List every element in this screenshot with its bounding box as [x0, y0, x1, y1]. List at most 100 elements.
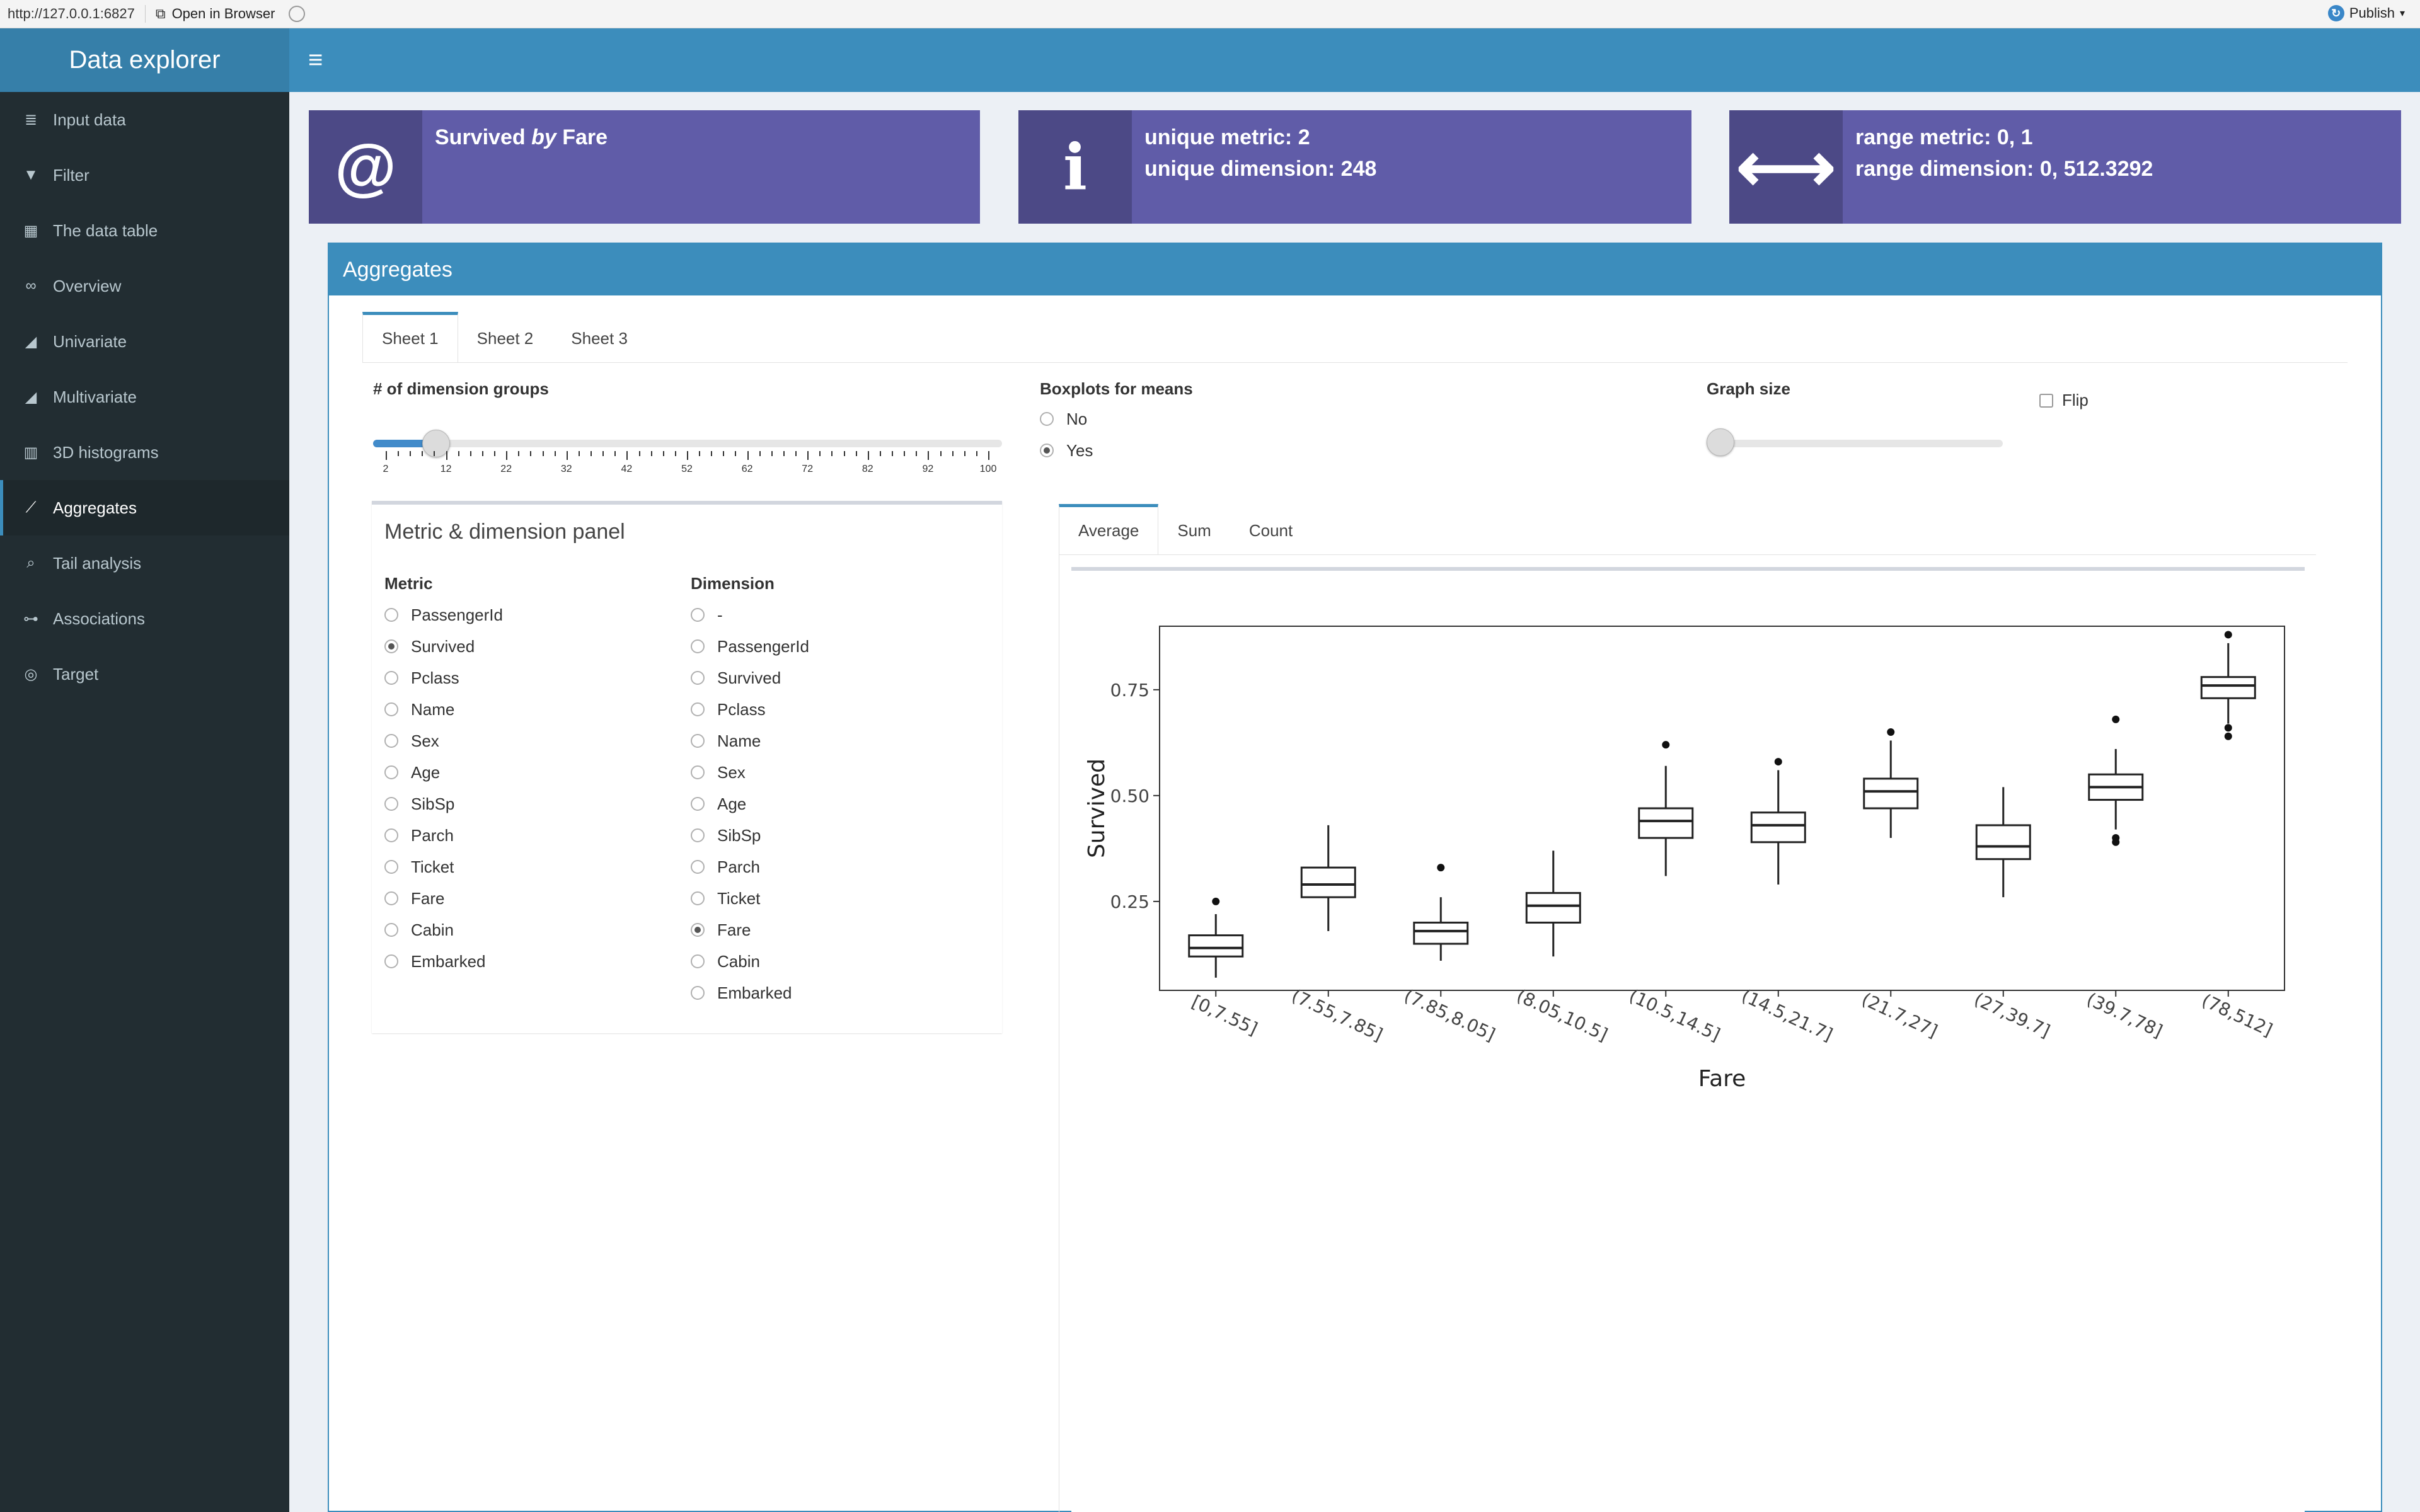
sidebar-item-the-data-table[interactable]: ▦ The data table — [0, 203, 289, 258]
dimension-option[interactable]: Survived — [691, 662, 809, 694]
open-in-browser-label: Open in Browser — [171, 6, 275, 21]
metric-radio[interactable] — [384, 923, 398, 937]
groups-slider-track[interactable] — [373, 440, 1002, 447]
metric-option[interactable]: Sex — [384, 725, 503, 757]
sidebar-item-input-data[interactable]: ≣ Input data — [0, 92, 289, 147]
metric-option[interactable]: Name — [384, 694, 503, 725]
dimension-option[interactable]: Cabin — [691, 946, 809, 977]
dimension-option[interactable]: Parch — [691, 851, 809, 883]
metric-option[interactable]: Age — [384, 757, 503, 788]
metric-option-label: Age — [411, 762, 441, 782]
dimension-option[interactable]: SibSp — [691, 820, 809, 851]
metric-radio[interactable] — [384, 860, 398, 874]
sidebar-item-overview[interactable]: ∞ Overview — [0, 258, 289, 314]
metric-option[interactable]: Ticket — [384, 851, 503, 883]
metric-option[interactable]: Survived — [384, 631, 503, 662]
tab-sheet-3[interactable]: Sheet 3 — [571, 328, 628, 348]
y-tick-label: 0.50 — [1110, 786, 1150, 806]
metric-radio[interactable] — [384, 734, 398, 748]
box-iqr — [1975, 824, 2031, 861]
dimension-radio[interactable] — [691, 923, 705, 937]
sidebar-item-3d-histograms[interactable]: ▥ 3D histograms — [0, 425, 289, 480]
dimension-option[interactable]: Fare — [691, 914, 809, 946]
url-text[interactable]: http://127.0.0.1:6827 — [8, 6, 135, 21]
line-chart-icon: ⟋ — [25, 499, 37, 516]
metric-option[interactable]: Fare — [384, 883, 503, 914]
dimension-radio[interactable] — [691, 608, 705, 622]
metric-option-label: Survived — [411, 636, 475, 656]
tab-average[interactable]: Average — [1059, 504, 1159, 554]
sidebar-item-filter[interactable]: ▼ Filter — [0, 147, 289, 203]
metric-radio[interactable] — [384, 954, 398, 968]
infobox-range: ⟷ range metric: 0, 1 range dimension: 0,… — [1729, 110, 2401, 224]
metric-option[interactable]: Parch — [384, 820, 503, 851]
sidebar-item-multivariate[interactable]: ◢ Multivariate — [0, 369, 289, 425]
tab-count[interactable]: Count — [1248, 520, 1293, 540]
external-window-icon: ⧉ — [155, 6, 166, 21]
sidebar-item-target[interactable]: ◎ Target — [0, 646, 289, 702]
publish-button[interactable]: ↻ Publish ▾ — [2327, 5, 2405, 21]
sidebar-item-univariate[interactable]: ◢ Univariate — [0, 314, 289, 369]
sidebar-item-associations[interactable]: ⊶ Associations — [0, 591, 289, 646]
metric-option[interactable]: SibSp — [384, 788, 503, 820]
dimension-radio[interactable] — [691, 797, 705, 811]
metric-option-label: Ticket — [411, 857, 454, 876]
dimension-option[interactable]: PassengerId — [691, 631, 809, 662]
dimension-radio[interactable] — [691, 891, 705, 905]
dimension-radio[interactable] — [691, 860, 705, 874]
metric-radio[interactable] — [384, 671, 398, 685]
dimension-option[interactable]: Sex — [691, 757, 809, 788]
metric-radio[interactable] — [384, 639, 398, 653]
app-logo[interactable]: Data explorer — [0, 28, 289, 92]
metric-radio[interactable] — [384, 608, 398, 622]
metric-radio[interactable] — [384, 702, 398, 716]
metric-radio[interactable] — [384, 828, 398, 842]
flip-checkbox[interactable] — [2039, 393, 2053, 408]
slider-minor-tick — [711, 451, 713, 456]
dimension-radio[interactable] — [691, 954, 705, 968]
dimension-radio[interactable] — [691, 765, 705, 779]
graph-size-slider-track[interactable] — [1707, 440, 2003, 447]
bar-chart-icon: ▥ — [23, 444, 38, 461]
metric-radio[interactable] — [384, 765, 398, 779]
sidebar-item-aggregates[interactable]: ⟋ Aggregates — [0, 480, 289, 536]
slider-minor-tick — [662, 451, 664, 456]
metric-option[interactable]: Cabin — [384, 914, 503, 946]
dimension-option[interactable]: Age — [691, 788, 809, 820]
tab-sum[interactable]: Sum — [1177, 520, 1211, 540]
boxplot-option-yes[interactable]: Yes — [1040, 435, 1093, 466]
dimension-radio[interactable] — [691, 702, 705, 716]
sidebar-item-tail-analysis[interactable]: ⌕ Tail analysis — [0, 536, 289, 591]
dimension-option-label: Name — [717, 731, 761, 750]
dimension-radio[interactable] — [691, 828, 705, 842]
slider-minor-tick — [892, 451, 894, 456]
metric-option[interactable]: Embarked — [384, 946, 503, 977]
box-iqr — [1863, 777, 1919, 810]
radio-no[interactable] — [1040, 412, 1054, 426]
menu-toggle-icon[interactable]: ≡ — [308, 46, 323, 74]
panel-title: Metric & dimension panel — [384, 520, 625, 544]
x-tick-label: (7.55,7.85] — [1288, 985, 1386, 1046]
dimension-radio[interactable] — [691, 639, 705, 653]
tab-sheet-1[interactable]: Sheet 1 — [362, 312, 458, 362]
dimension-option[interactable]: Name — [691, 725, 809, 757]
graph-size-slider-handle[interactable] — [1707, 428, 1734, 456]
metric-radio[interactable] — [384, 797, 398, 811]
radio-yes[interactable] — [1040, 444, 1054, 457]
dimension-option[interactable]: - — [691, 599, 809, 631]
metric-option[interactable]: PassengerId — [384, 599, 503, 631]
boxplot-option-no[interactable]: No — [1040, 403, 1093, 435]
dimension-radio[interactable] — [691, 986, 705, 1000]
dimension-option[interactable]: Pclass — [691, 694, 809, 725]
metric-radio[interactable] — [384, 891, 398, 905]
dimension-radio[interactable] — [691, 671, 705, 685]
dimension-option[interactable]: Embarked — [691, 977, 809, 1009]
flip-checkbox-row[interactable]: Flip — [2039, 391, 2089, 410]
dimension-radio[interactable] — [691, 734, 705, 748]
refresh-icon[interactable] — [289, 6, 306, 22]
metric-option[interactable]: Pclass — [384, 662, 503, 694]
dimension-option[interactable]: Ticket — [691, 883, 809, 914]
groups-slider-handle[interactable] — [422, 430, 450, 457]
tab-sheet-2[interactable]: Sheet 2 — [476, 328, 534, 348]
open-in-browser-button[interactable]: ⧉ Open in Browser — [156, 6, 275, 22]
